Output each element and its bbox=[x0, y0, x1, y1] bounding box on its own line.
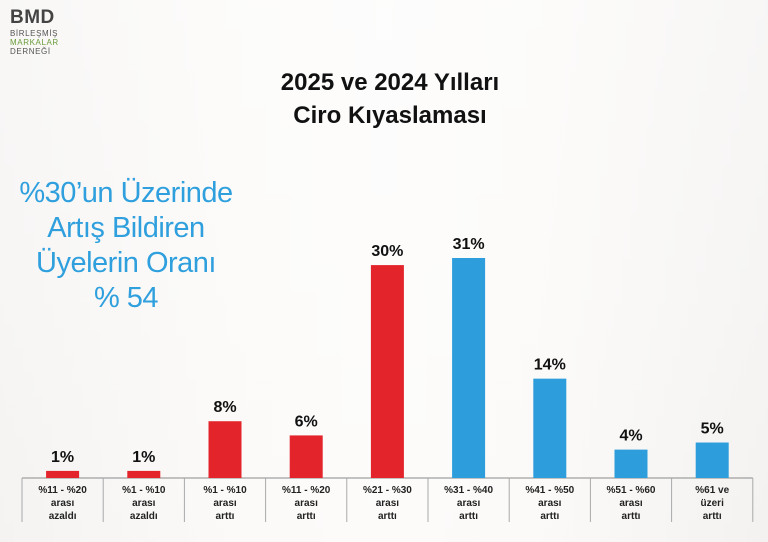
bar bbox=[289, 435, 323, 478]
bar bbox=[533, 378, 567, 478]
bar bbox=[46, 470, 80, 478]
x-tick-label: %1 - %10 bbox=[203, 485, 247, 496]
x-tick-label: %51 - %60 bbox=[607, 485, 656, 496]
data-label: 14% bbox=[534, 357, 566, 374]
logo-line-1: BİRLEŞMİŞ bbox=[10, 29, 59, 38]
data-label: 8% bbox=[213, 399, 236, 416]
bar bbox=[208, 421, 242, 478]
callout-line-2: Artış Bildiren bbox=[47, 212, 205, 244]
x-tick-label: arttı bbox=[216, 511, 235, 522]
x-tick-label: arası bbox=[295, 498, 319, 509]
x-tick-label: %61 ve bbox=[695, 485, 729, 496]
data-label: 4% bbox=[619, 428, 642, 445]
logo-mark: BMD bbox=[10, 7, 55, 28]
chart-title: 2025 ve 2024 Yılları Ciro Kıyaslaması bbox=[190, 66, 590, 132]
callout-line-1: %30’un Üzerinde bbox=[19, 177, 233, 209]
logo-line-2: MARKALAR bbox=[10, 38, 59, 47]
x-tick-label: arası bbox=[51, 498, 75, 509]
x-tick-label: arttı bbox=[622, 511, 641, 522]
logo-text: BİRLEŞMİŞ MARKALAR DERNEĞİ bbox=[10, 29, 59, 56]
callout-line-4: % 54 bbox=[93, 282, 159, 314]
bar bbox=[452, 258, 486, 478]
x-tick-label: %21 - %30 bbox=[363, 485, 412, 496]
data-label: 1% bbox=[132, 449, 155, 466]
x-tick-label: %1 - %10 bbox=[122, 485, 166, 496]
bar bbox=[695, 442, 729, 478]
x-tick-label: arası bbox=[619, 498, 643, 509]
x-tick-label: arası bbox=[538, 498, 562, 509]
chart-title-line-1: 2025 ve 2024 Yılları bbox=[280, 69, 500, 96]
data-label: 5% bbox=[701, 421, 724, 438]
callout-line-3: Üyelerin Oranı bbox=[36, 247, 216, 279]
x-tick-label: arttı bbox=[297, 511, 316, 522]
x-tick-label: arası bbox=[457, 498, 481, 509]
x-tick-label: arası bbox=[376, 498, 400, 509]
x-tick-label: %11 - %20 bbox=[282, 485, 331, 496]
x-tick-label: azaldı bbox=[49, 511, 77, 522]
bar bbox=[370, 265, 404, 478]
data-label: 31% bbox=[453, 236, 485, 253]
x-tick-label: arttı bbox=[703, 511, 722, 522]
bar bbox=[127, 470, 161, 478]
x-tick-label: arttı bbox=[378, 511, 397, 522]
x-tick-label: üzeri bbox=[701, 498, 725, 509]
x-tick-label: arası bbox=[213, 498, 237, 509]
bar bbox=[614, 449, 648, 478]
data-label: 6% bbox=[295, 413, 318, 430]
x-tick-label: %41 - %50 bbox=[525, 485, 574, 496]
logo-line-3: DERNEĞİ bbox=[10, 47, 51, 56]
x-tick-label: %11 - %20 bbox=[38, 485, 87, 496]
x-tick-label: arttı bbox=[540, 511, 559, 522]
x-tick-label: azaldı bbox=[130, 511, 158, 522]
data-label: 30% bbox=[371, 243, 403, 260]
bmd-logo: BMD BİRLEŞMİŞ MARKALAR DERNEĞİ bbox=[10, 8, 59, 56]
chart-title-line-2: Ciro Kıyaslaması bbox=[293, 102, 487, 129]
data-label: 1% bbox=[51, 449, 74, 466]
callout-text: %30’un Üzerinde Artış Bildiren Üyelerin … bbox=[6, 176, 246, 316]
x-tick-label: %31 - %40 bbox=[444, 485, 493, 496]
x-tick-label: arttı bbox=[459, 511, 478, 522]
x-tick-label: arası bbox=[132, 498, 156, 509]
